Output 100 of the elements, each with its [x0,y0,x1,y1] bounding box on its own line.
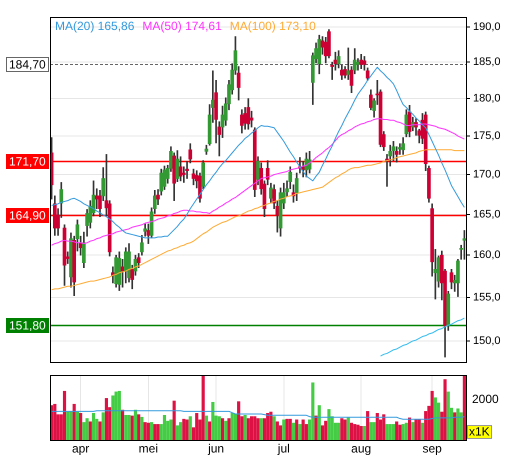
bar [272,416,276,440]
text: MA(50) 174,61 [142,19,222,33]
bar [269,412,272,440]
bar [98,421,102,440]
text: x1K [469,424,490,438]
bar [276,421,279,440]
bar [411,422,414,440]
x-tick-label: jul [276,442,290,456]
bar [462,375,466,440]
bar [53,404,56,440]
bar [327,409,331,440]
bar [434,397,437,440]
ref-line-label: 164,90 [9,208,46,222]
y-tick-label: 160,0 [473,249,501,262]
bar [343,420,347,440]
bar [79,413,82,440]
bar [86,418,89,440]
y-tick-label: 155,0 [473,291,501,304]
bar [195,413,198,440]
text: 2000 [472,392,500,406]
bar [185,420,189,440]
bar [176,425,179,440]
x-tick-label: mei [138,442,158,456]
bar [230,413,234,440]
bar [408,418,412,440]
bar [246,418,250,440]
bar [250,416,254,440]
text: MA(100) 173,10 [230,19,316,33]
bar [62,390,66,440]
bar [302,420,305,440]
bar [395,421,398,440]
bar [278,425,282,440]
bar [282,420,286,440]
bar [224,420,228,440]
bar [104,398,108,440]
bar [402,424,405,440]
bar [127,414,131,440]
bar [76,412,79,440]
bar [153,424,156,440]
x-tick-label: aug [351,442,372,456]
bar [211,402,214,440]
y-tick-label: 185,0 [473,56,501,68]
bar [114,392,118,440]
y-tick-label: 180,0 [473,92,501,105]
x-tick-label: sep [422,442,442,456]
bar [66,412,70,440]
bar [443,379,447,440]
ref-line-label: 171,70 [9,154,46,168]
bar [366,411,370,440]
bar [288,418,292,440]
bar [446,392,450,440]
y-tick-label: 175,0 [473,130,501,142]
bar [182,418,186,440]
bar [369,422,372,440]
bar [202,375,205,440]
bar [324,420,328,440]
bar [376,413,379,440]
bar [220,418,224,440]
bar [237,401,240,440]
bar [72,404,76,440]
bar [318,405,321,440]
bar [360,426,363,440]
bar [111,395,114,440]
bar [118,390,121,440]
bar [69,411,73,440]
bar [162,414,166,440]
bar [420,422,424,440]
bar [414,420,418,440]
bar [130,416,134,440]
bar [172,400,176,440]
bar [124,414,128,440]
bar [295,420,298,440]
bar [460,412,463,440]
ref-line-label: 184,70 [9,57,46,72]
bar [392,424,396,440]
bar [253,416,256,440]
bar [418,420,421,440]
bar [372,422,376,440]
bar [188,416,192,440]
x-tick-label: apr [72,442,90,456]
bar [404,422,408,440]
text: MA(20) 165,86 [55,19,134,33]
y-tick-label: 165,0 [473,208,501,220]
bar [244,414,247,440]
y-tick-label: 150,0 [473,334,501,347]
bar [382,414,386,440]
bar [456,408,460,440]
bar [292,422,296,440]
bar [218,416,221,440]
bar [227,418,231,440]
bar [337,422,340,440]
x-tick-label: jun [207,442,224,456]
bar [314,416,318,440]
bar [260,418,263,440]
bar [430,390,434,440]
y-tick-label: 170,0 [473,168,501,181]
bar [340,418,344,440]
bar [320,425,324,440]
bar [92,413,96,440]
bar [82,422,86,440]
